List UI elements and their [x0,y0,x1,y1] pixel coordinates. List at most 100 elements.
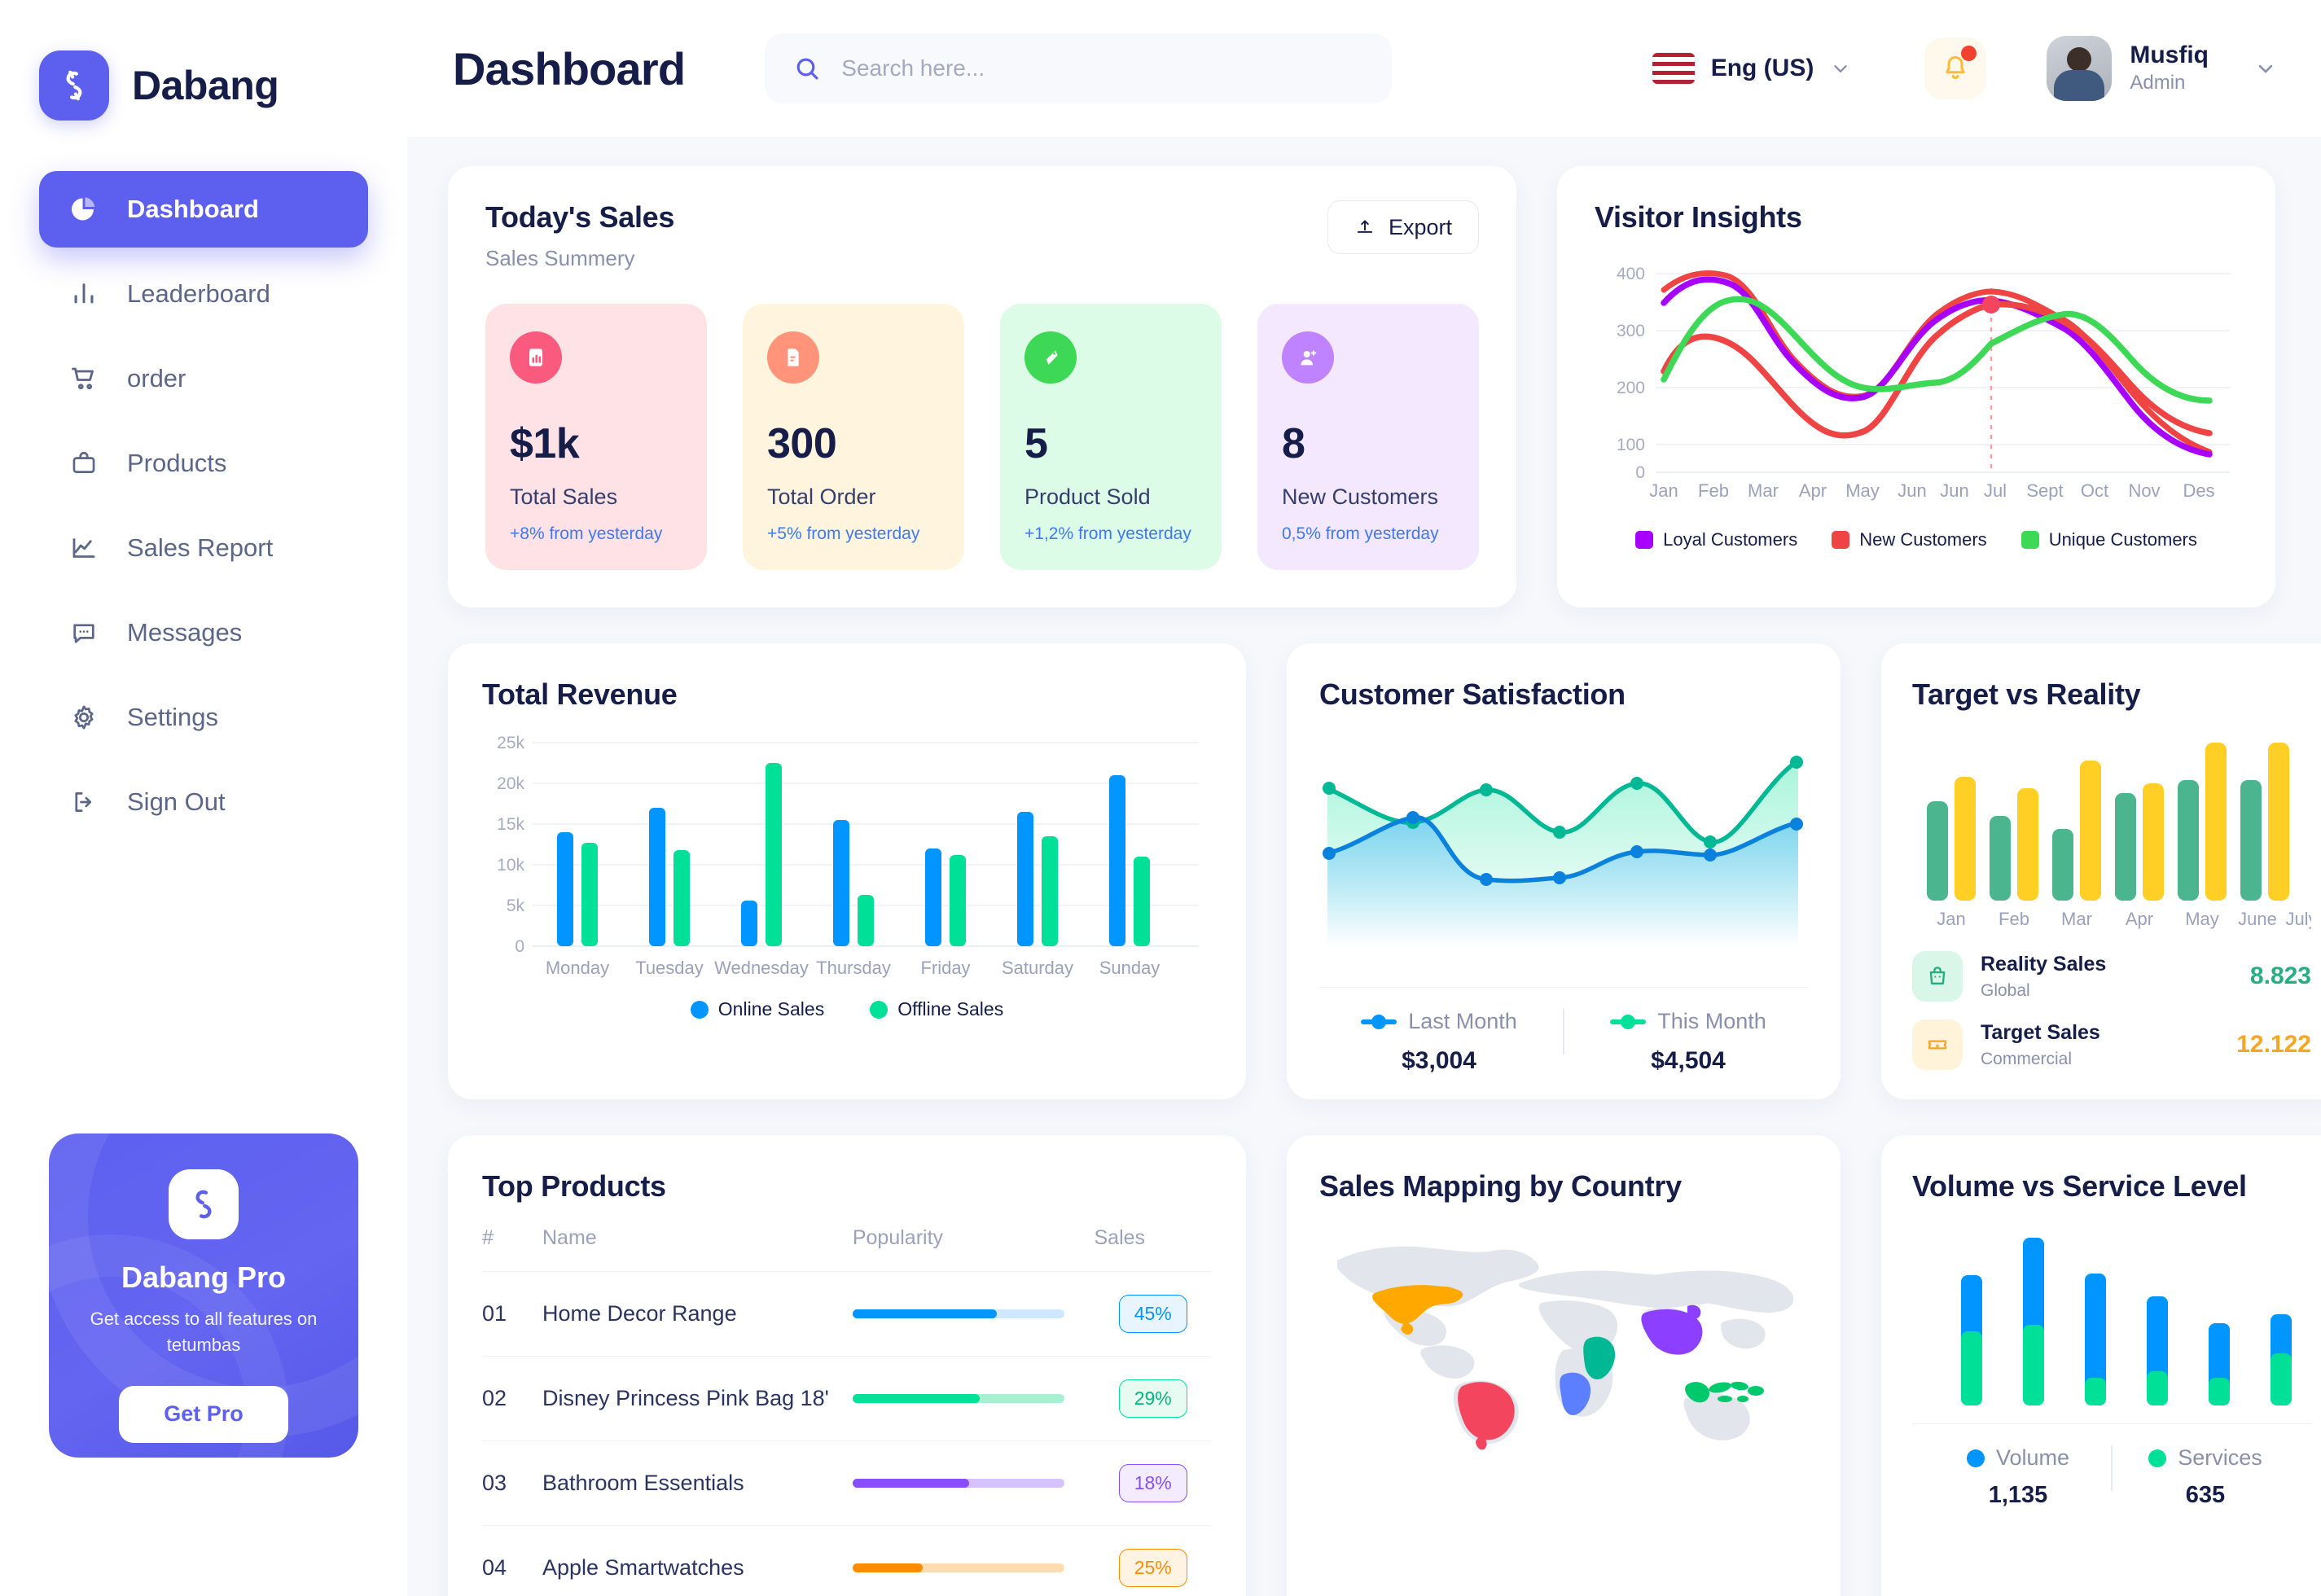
main-area: Dashboard [407,0,2321,1596]
card-title: Visitor Insights [1595,200,1802,234]
legend-dot [690,1000,709,1019]
status-badge: 25% [1118,1549,1187,1587]
table-row[interactable]: 04 Apple Smartwatches 25% [482,1525,1212,1596]
card-title: Today's Sales [485,200,675,234]
legend-swatch [1635,531,1654,549]
volume-vs-service-legend: Volume 1,135 Services 635 [1912,1423,2311,1509]
svg-text:Saturday: Saturday [1002,958,1073,978]
table-row[interactable]: 02 Disney Princess Pink Bag 18' 29% [482,1356,1212,1441]
cart-icon [67,362,101,396]
search-input[interactable] [841,55,1365,81]
row-name: Apple Smartwatches [542,1525,853,1596]
svg-text:100: 100 [1617,436,1645,454]
legend-item: Target Sales Commercial 12.122 [1912,1019,2311,1070]
sidebar-item-settings[interactable]: Settings [39,679,368,756]
briefcase-icon [67,446,101,480]
sidebar-nav: Dashboard Leaderboard order [0,171,407,840]
legend-item: Last Month $3,004 [1325,1009,1553,1075]
svg-text:25k: 25k [497,734,524,752]
sidebar-item-messages[interactable]: Messages [39,594,368,671]
brand[interactable]: Dabang [0,33,407,121]
sidebar-item-sign-out[interactable]: Sign Out [39,764,368,840]
search-icon [792,54,822,83]
row-name: Home Decor Range [542,1271,853,1357]
stat-value: 5 [1024,420,1048,467]
notifications-button[interactable] [1924,37,1987,99]
export-button[interactable]: Export [1327,200,1479,254]
get-pro-button[interactable]: Get Pro [119,1385,288,1443]
stat-delta: +1,2% from yesterday [1024,524,1191,543]
row-one: Today's Sales Sales Summery Export [448,166,2275,607]
legend-dot [1966,1449,1985,1467]
volume-vs-service-chart [1912,1223,2311,1418]
visitor-insights-chart: 400 300 200 100 0 [1595,256,2238,516]
stat-card-total-order[interactable]: 300 Total Order +5% from yesterday [743,304,964,570]
user-menu[interactable]: Musfiq Admin [2047,36,2277,101]
row-number: 02 [482,1356,542,1441]
svg-text:300: 300 [1617,322,1645,340]
table-row[interactable]: 03 Bathroom Essentials 18% [482,1440,1212,1526]
sidebar-item-label: Sales Report [127,533,274,562]
line-chart-icon [67,531,101,565]
promo-title: Dabang Pro [121,1261,287,1294]
svg-text:Tuesday: Tuesday [635,958,704,978]
svg-text:Thursday: Thursday [816,958,891,978]
sales-mapping-card: Sales Mapping by Country [1287,1135,1841,1596]
target-vs-reality-chart: Jan Feb Mar Apr May June July [1912,730,2311,933]
map-highlight-china [1641,1304,1703,1355]
todays-sales-card: Today's Sales Sales Summery Export [448,166,1516,607]
legend-label: New Customers [1859,529,1987,550]
svg-text:Friday: Friday [920,958,970,978]
legend-item: This Month $4,504 [1574,1009,1802,1075]
sidebar-item-products[interactable]: Products [39,425,368,502]
row-popularity [852,1356,1095,1441]
user-role: Admin [2130,71,2186,94]
map-highlight-brazil [1458,1382,1515,1450]
row-popularity [852,1271,1095,1357]
language-selector[interactable]: Eng (US) [1652,53,1852,84]
legend-swatch [2020,531,2039,549]
divider [1563,1009,1564,1054]
world-map[interactable] [1319,1218,1808,1454]
legend-item: Offline Sales [870,998,1003,1020]
sidebar-item-dashboard[interactable]: Dashboard [39,171,368,248]
stat-label: New Customers [1282,484,1439,509]
column-header: # [482,1226,494,1249]
search-bar[interactable] [765,33,1393,103]
sidebar-item-sales-report[interactable]: Sales Report [39,510,368,586]
legend-total: 12.122 [2236,1031,2311,1058]
svg-text:Des: Des [2183,480,2214,501]
row-number: 04 [482,1525,542,1596]
column-header: Popularity [852,1226,944,1249]
dashboard-content: Today's Sales Sales Summery Export [407,137,2321,1596]
notification-badge [1961,46,1977,61]
stat-card-total-sales[interactable]: $1k Total Sales +8% from yesterday [485,304,707,570]
sidebar-item-leaderboard[interactable]: Leaderboard [39,256,368,332]
us-flag-icon [1652,53,1695,84]
legend-label: Target Sales [1981,1020,2100,1044]
sidebar-item-label: Settings [127,703,219,731]
dabang-logo-icon [169,1169,239,1239]
svg-text:June: June [2238,909,2277,929]
stat-card-product-sold[interactable]: 5 Product Sold +1,2% from yesterday [1000,304,1222,570]
bell-icon [1940,53,1971,84]
stat-cards: $1k Total Sales +8% from yesterday 300 T… [485,304,1479,570]
row-three: Top Products # Name Popularity Sales [448,1135,2321,1596]
brand-name: Dabang [132,63,279,108]
sidebar-item-label: Sign Out [127,787,226,816]
stat-card-new-customers[interactable]: 8 New Customers 0,5% from yesterday [1257,304,1479,570]
svg-text:15k: 15k [497,815,524,834]
sidebar-item-order[interactable]: order [39,340,368,417]
svg-text:200: 200 [1617,379,1645,397]
person-add-icon [1282,331,1334,384]
card-title: Customer Satisfaction [1319,677,1626,711]
stat-value: 300 [767,420,837,467]
svg-text:5k: 5k [507,897,525,915]
table-row[interactable]: 01 Home Decor Range 45% [482,1271,1212,1357]
chat-icon [67,616,101,650]
language-label: Eng (US) [1710,55,1814,81]
export-icon [1354,217,1375,238]
svg-text:Apr: Apr [1799,480,1827,501]
legend-label: Reality Sales [1981,952,2107,976]
